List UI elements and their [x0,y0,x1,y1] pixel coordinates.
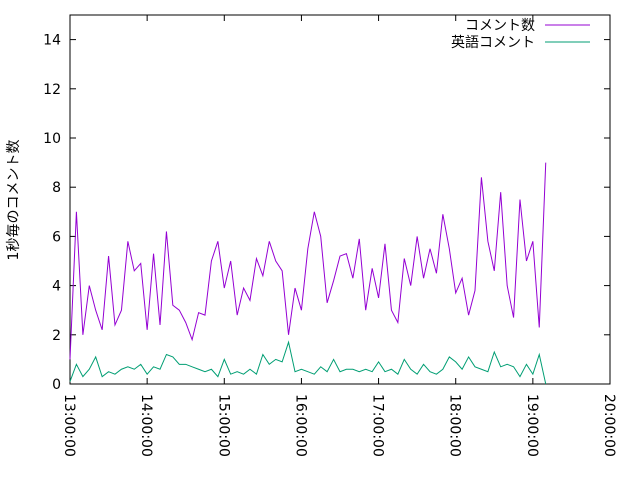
y-tick-label: 14 [43,33,61,49]
x-tick-label: 17:00:00 [370,394,386,457]
plot-frame [69,14,611,385]
series-line [69,162,547,360]
y-tick-label: 6 [52,229,61,245]
y-tick-label: 8 [52,180,61,196]
x-tick-label: 16:00:00 [292,394,308,457]
x-tick-label: 14:00:00 [138,394,154,457]
y-tick-label: 0 [52,377,61,393]
x-tick-label: 19:00:00 [524,394,540,457]
y-tick-label: 2 [52,328,61,344]
y-tick-label: 12 [43,82,61,98]
x-tick-label: 20:00:00 [601,394,617,457]
y-tick-label: 10 [43,131,61,147]
legend-label: コメント数 [465,18,535,34]
x-tick-label: 18:00:00 [447,394,463,457]
y-axis-label: 1秒毎のコメント数 [6,140,22,261]
series-line [69,340,547,385]
x-tick-label: 13:00:00 [61,394,77,457]
x-tick-label: 15:00:00 [215,394,231,457]
y-tick-label: 4 [52,279,61,295]
legend-label: 英語コメント [451,34,535,51]
